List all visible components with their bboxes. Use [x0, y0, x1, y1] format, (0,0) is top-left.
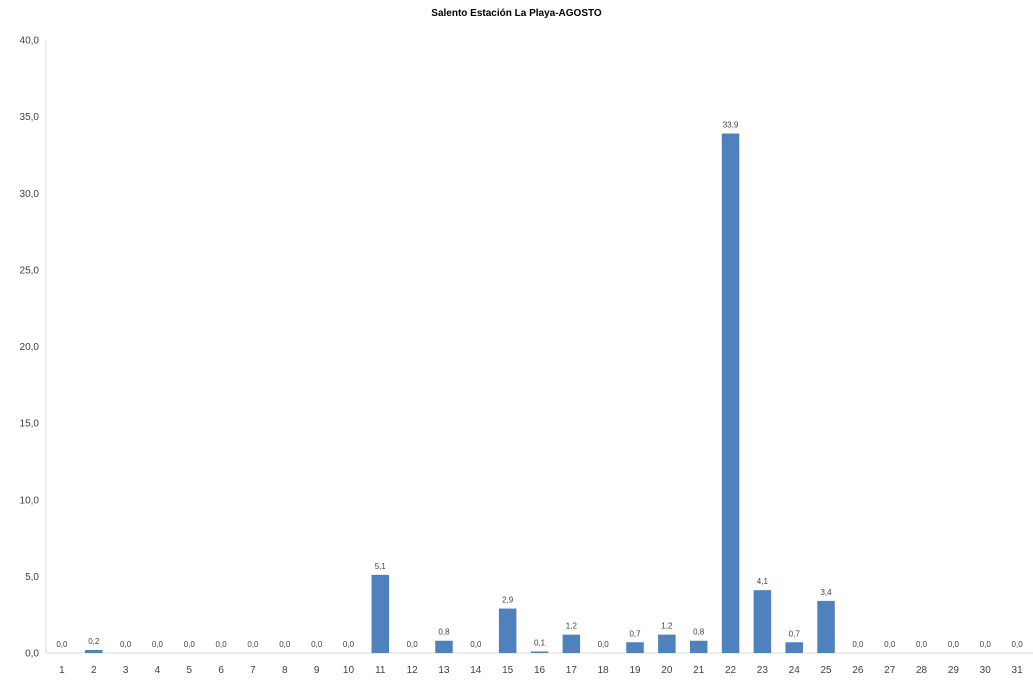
y-tick-label: 5,0 [25, 572, 39, 583]
x-tick-label: 27 [884, 665, 896, 676]
data-label: 33,9 [723, 120, 739, 129]
data-label: 0,2 [88, 637, 100, 646]
bar [658, 634, 676, 653]
x-tick-label: 13 [438, 665, 450, 676]
data-label: 0,0 [852, 640, 864, 649]
x-tick-label: 23 [757, 665, 769, 676]
data-label: 0,0 [407, 640, 419, 649]
x-tick-label: 17 [566, 665, 578, 676]
y-tick-label: 35,0 [20, 112, 40, 123]
data-label: 1,2 [661, 622, 673, 631]
bar [626, 642, 644, 653]
x-tick-label: 4 [155, 665, 161, 676]
x-tick-label: 18 [598, 665, 610, 676]
data-label: 0,0 [120, 640, 132, 649]
x-tick-label: 16 [534, 665, 546, 676]
bar [817, 600, 835, 653]
bar [498, 608, 517, 653]
bars [85, 133, 835, 654]
data-label: 0,7 [629, 629, 641, 638]
bar [689, 640, 708, 653]
x-tick-label: 30 [980, 665, 992, 676]
data-label: 0,0 [948, 640, 960, 649]
data-label: 0,0 [184, 640, 196, 649]
y-tick-label: 10,0 [20, 495, 40, 506]
x-tick-label: 24 [789, 665, 801, 676]
x-tick-label: 1 [59, 665, 65, 676]
data-label: 0,0 [343, 640, 355, 649]
bar [721, 133, 740, 654]
bar [371, 574, 390, 653]
y-tick-label: 0,0 [25, 649, 39, 660]
x-tick-label: 11 [375, 665, 386, 676]
y-tick-label: 25,0 [20, 265, 40, 276]
x-tick-label: 29 [948, 665, 960, 676]
data-label: 0,1 [534, 638, 546, 647]
x-tick-label: 15 [502, 665, 514, 676]
x-tick-label: 19 [629, 665, 641, 676]
x-axis-ticks: 1 2 3 4 5 6 7 8 9 10 11 12 13 14 15 16 17 18 19 20 21 22 23 24 2… [59, 665, 1023, 676]
bar [435, 640, 453, 653]
y-tick-label: 40,0 [20, 36, 40, 47]
data-label: 0,0 [470, 640, 482, 649]
data-label: 0,0 [884, 640, 896, 649]
data-label: 0,0 [916, 640, 928, 649]
x-tick-label: 26 [852, 665, 864, 676]
data-label: 3,4 [820, 588, 832, 597]
data-label: 0,0 [980, 640, 992, 649]
data-label: 0,0 [216, 640, 228, 649]
bar [530, 651, 549, 653]
bar [785, 642, 803, 653]
data-label: 0,0 [56, 640, 68, 649]
data-label: 5,1 [375, 562, 387, 571]
data-label: 0,0 [311, 640, 323, 649]
data-label: 0,0 [598, 640, 610, 649]
x-tick-label: 7 [250, 665, 256, 676]
y-tick-label: 20,0 [20, 342, 40, 353]
chart-title: Salento Estación La Playa-AGOSTO [431, 8, 602, 19]
data-label: 0,7 [789, 629, 801, 638]
x-tick-label: 22 [725, 665, 737, 676]
x-tick-label: 20 [661, 665, 673, 676]
bar [753, 590, 772, 653]
data-label: 0,0 [152, 640, 164, 649]
x-tick-label: 28 [916, 665, 928, 676]
y-axis-ticks: 0,0 5,0 10,0 15,0 20,0 25,0 30,0 35,0 40,0 [20, 36, 40, 660]
x-tick-label: 10 [343, 665, 355, 676]
data-label: 0,0 [279, 640, 291, 649]
y-tick-label: 30,0 [20, 189, 40, 200]
x-tick-label: 25 [820, 665, 832, 676]
y-tick-label: 15,0 [20, 419, 40, 430]
x-tick-label: 14 [470, 665, 482, 676]
data-labels: 0,0 0,2 0,0 0,0 0,0 0,0 0,0 0,0 0,0 0,0 5,1 0,0 0,8 0… [56, 120, 1023, 649]
x-tick-label: 6 [218, 665, 224, 676]
x-tick-label: 8 [282, 665, 288, 676]
x-tick-label: 2 [91, 665, 97, 676]
data-label: 0,8 [438, 628, 450, 637]
data-label: 0,0 [1012, 640, 1024, 649]
x-tick-label: 5 [186, 665, 192, 676]
data-label: 4,1 [757, 577, 769, 586]
bar [562, 634, 581, 653]
data-label: 0,0 [247, 640, 259, 649]
data-label: 0,8 [693, 628, 705, 637]
x-tick-label: 3 [123, 665, 129, 676]
x-tick-label: 9 [314, 665, 320, 676]
data-label: 1,2 [566, 622, 578, 631]
x-tick-label: 12 [407, 665, 419, 676]
bar [85, 649, 103, 653]
x-tick-label: 21 [693, 665, 705, 676]
data-label: 2,9 [502, 596, 514, 605]
x-tick-label: 31 [1012, 665, 1024, 676]
